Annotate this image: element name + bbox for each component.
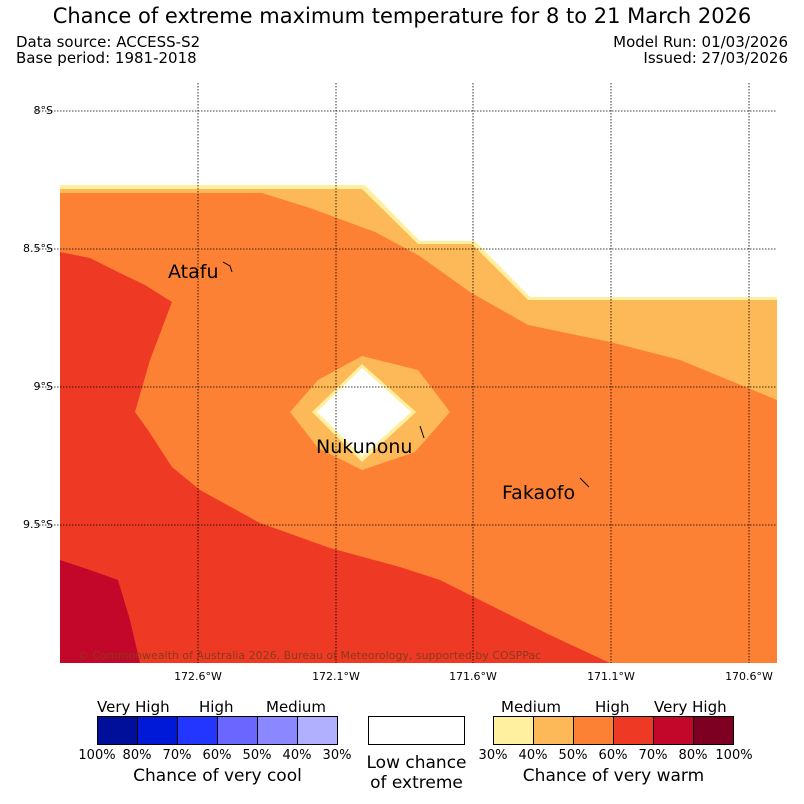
cool-tick-80: 80% bbox=[122, 748, 152, 763]
warm-cat-medium: Medium bbox=[501, 698, 561, 716]
copyright-notice: © Commonwealth of Australia 2026, Bureau… bbox=[78, 649, 542, 662]
cool-swatch-40-30 bbox=[297, 716, 338, 745]
nukunonu-low-chance bbox=[317, 368, 411, 456]
probability-contours bbox=[60, 83, 777, 663]
low-chance-caption-line2: of extreme bbox=[370, 773, 463, 793]
lon-label-172-1: 172.1°W bbox=[312, 670, 360, 683]
region-very-high-warm bbox=[60, 560, 140, 663]
low-chance-caption-line1: Low chance bbox=[366, 753, 467, 773]
cool-swatch-80-70 bbox=[137, 716, 178, 745]
warm-swatch-80-100 bbox=[693, 716, 734, 745]
cool-tick-70: 70% bbox=[162, 748, 192, 763]
lat-label-9: 9°S bbox=[33, 380, 53, 393]
chart-title: Chance of extreme maximum temperature fo… bbox=[52, 4, 752, 28]
warm-swatch-40-50 bbox=[533, 716, 574, 745]
warm-cat-high: High bbox=[595, 698, 630, 716]
model-run-text: Model Run: 01/03/2026 bbox=[613, 33, 788, 51]
cool-tick-100: 100% bbox=[78, 748, 116, 763]
nukunonu-marker bbox=[419, 425, 425, 439]
warm-tick-40: 40% bbox=[518, 748, 548, 763]
warm-tick-50: 50% bbox=[558, 748, 588, 763]
meta-right: Model Run: 01/03/2026 Issued: 27/03/2026 bbox=[613, 34, 788, 66]
cool-tick-50: 50% bbox=[242, 748, 272, 763]
lon-label-170-6: 170.6°W bbox=[725, 670, 773, 683]
lat-label-8-5: 8.5°S bbox=[23, 242, 53, 255]
warm-tick-80: 80% bbox=[678, 748, 708, 763]
warm-tick-100: 100% bbox=[715, 748, 753, 763]
warm-swatch-70-80 bbox=[653, 716, 694, 745]
cool-tick-40: 40% bbox=[282, 748, 312, 763]
place-atafu: Atafu bbox=[168, 261, 219, 283]
cool-cat-very-high: Very High bbox=[97, 698, 170, 716]
lon-label-172-6: 172.6°W bbox=[174, 670, 222, 683]
warm-caption: Chance of very warm bbox=[522, 766, 705, 786]
cool-swatch-50-40 bbox=[257, 716, 298, 745]
cool-tick-60: 60% bbox=[202, 748, 232, 763]
warm-tick-30: 30% bbox=[478, 748, 508, 763]
meta-left: Data source: ACCESS-S2 Base period: 1981… bbox=[16, 34, 200, 66]
cool-cat-high: High bbox=[199, 698, 234, 716]
lon-label-171-1: 171.1°W bbox=[587, 670, 635, 683]
warm-cat-very-high: Very High bbox=[654, 698, 727, 716]
warm-swatch-60-70 bbox=[613, 716, 654, 745]
gridlines bbox=[36, 83, 777, 663]
lat-label-9-5: 9.5°S bbox=[23, 518, 53, 531]
data-source-text: Data source: ACCESS-S2 bbox=[16, 33, 201, 51]
atoll-markers bbox=[222, 261, 590, 488]
lat-label-8: 8°S bbox=[33, 104, 53, 117]
cool-swatch-60-50 bbox=[217, 716, 258, 745]
warm-tick-70: 70% bbox=[638, 748, 668, 763]
cool-caption: Chance of very cool bbox=[133, 766, 302, 786]
region-higher-warm bbox=[60, 252, 610, 663]
place-fakaofo: Fakaofo bbox=[502, 482, 576, 504]
cool-swatch-100-80 bbox=[97, 716, 138, 745]
warm-swatch-30-40 bbox=[493, 716, 534, 745]
base-period-text: Base period: 1981-2018 bbox=[16, 49, 197, 67]
warm-swatch-50-60 bbox=[573, 716, 614, 745]
warm-tick-60: 60% bbox=[598, 748, 628, 763]
cool-swatch-70-60 bbox=[177, 716, 218, 745]
atafu-marker bbox=[222, 261, 233, 273]
cool-cat-medium: Medium bbox=[266, 698, 326, 716]
issued-text: Issued: 27/03/2026 bbox=[643, 49, 788, 67]
cool-tick-30: 30% bbox=[322, 748, 352, 763]
fakaofo-marker bbox=[579, 477, 590, 488]
low-chance-swatch bbox=[368, 716, 465, 745]
place-nukunonu: Nukunonu bbox=[316, 436, 413, 458]
lon-label-171-6: 171.6°W bbox=[449, 670, 497, 683]
